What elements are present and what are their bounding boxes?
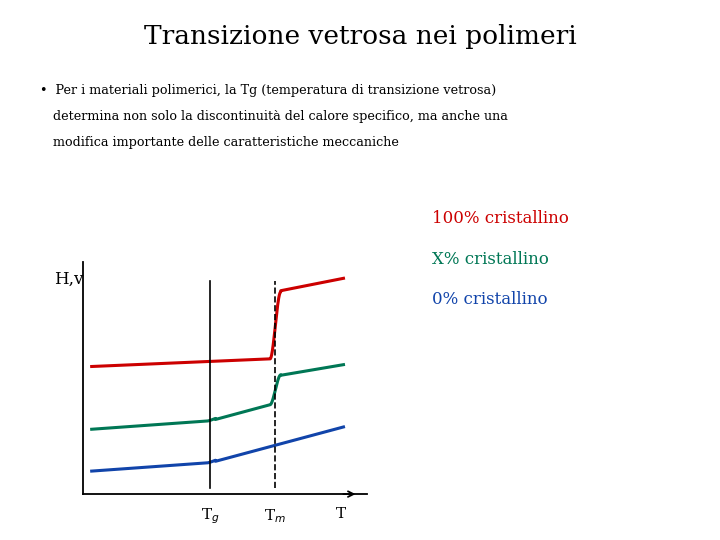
Text: H,v: H,v <box>55 271 84 288</box>
Text: •  Per i materiali polimerici, la Tg (temperatura di transizione vetrosa): • Per i materiali polimerici, la Tg (tem… <box>40 84 496 97</box>
Text: 0% cristallino: 0% cristallino <box>432 291 548 308</box>
Text: Transizione vetrosa nei polimeri: Transizione vetrosa nei polimeri <box>143 24 577 49</box>
Text: T$_g$: T$_g$ <box>201 507 220 526</box>
Text: X% cristallino: X% cristallino <box>432 251 549 268</box>
Text: T: T <box>336 507 346 521</box>
Text: modifica importante delle caratteristiche meccaniche: modifica importante delle caratteristich… <box>53 136 398 148</box>
Text: 100% cristallino: 100% cristallino <box>432 210 569 227</box>
Text: T$_m$: T$_m$ <box>264 507 287 524</box>
Text: determina non solo la discontinuità del calore specifico, ma anche una: determina non solo la discontinuità del … <box>53 110 508 123</box>
